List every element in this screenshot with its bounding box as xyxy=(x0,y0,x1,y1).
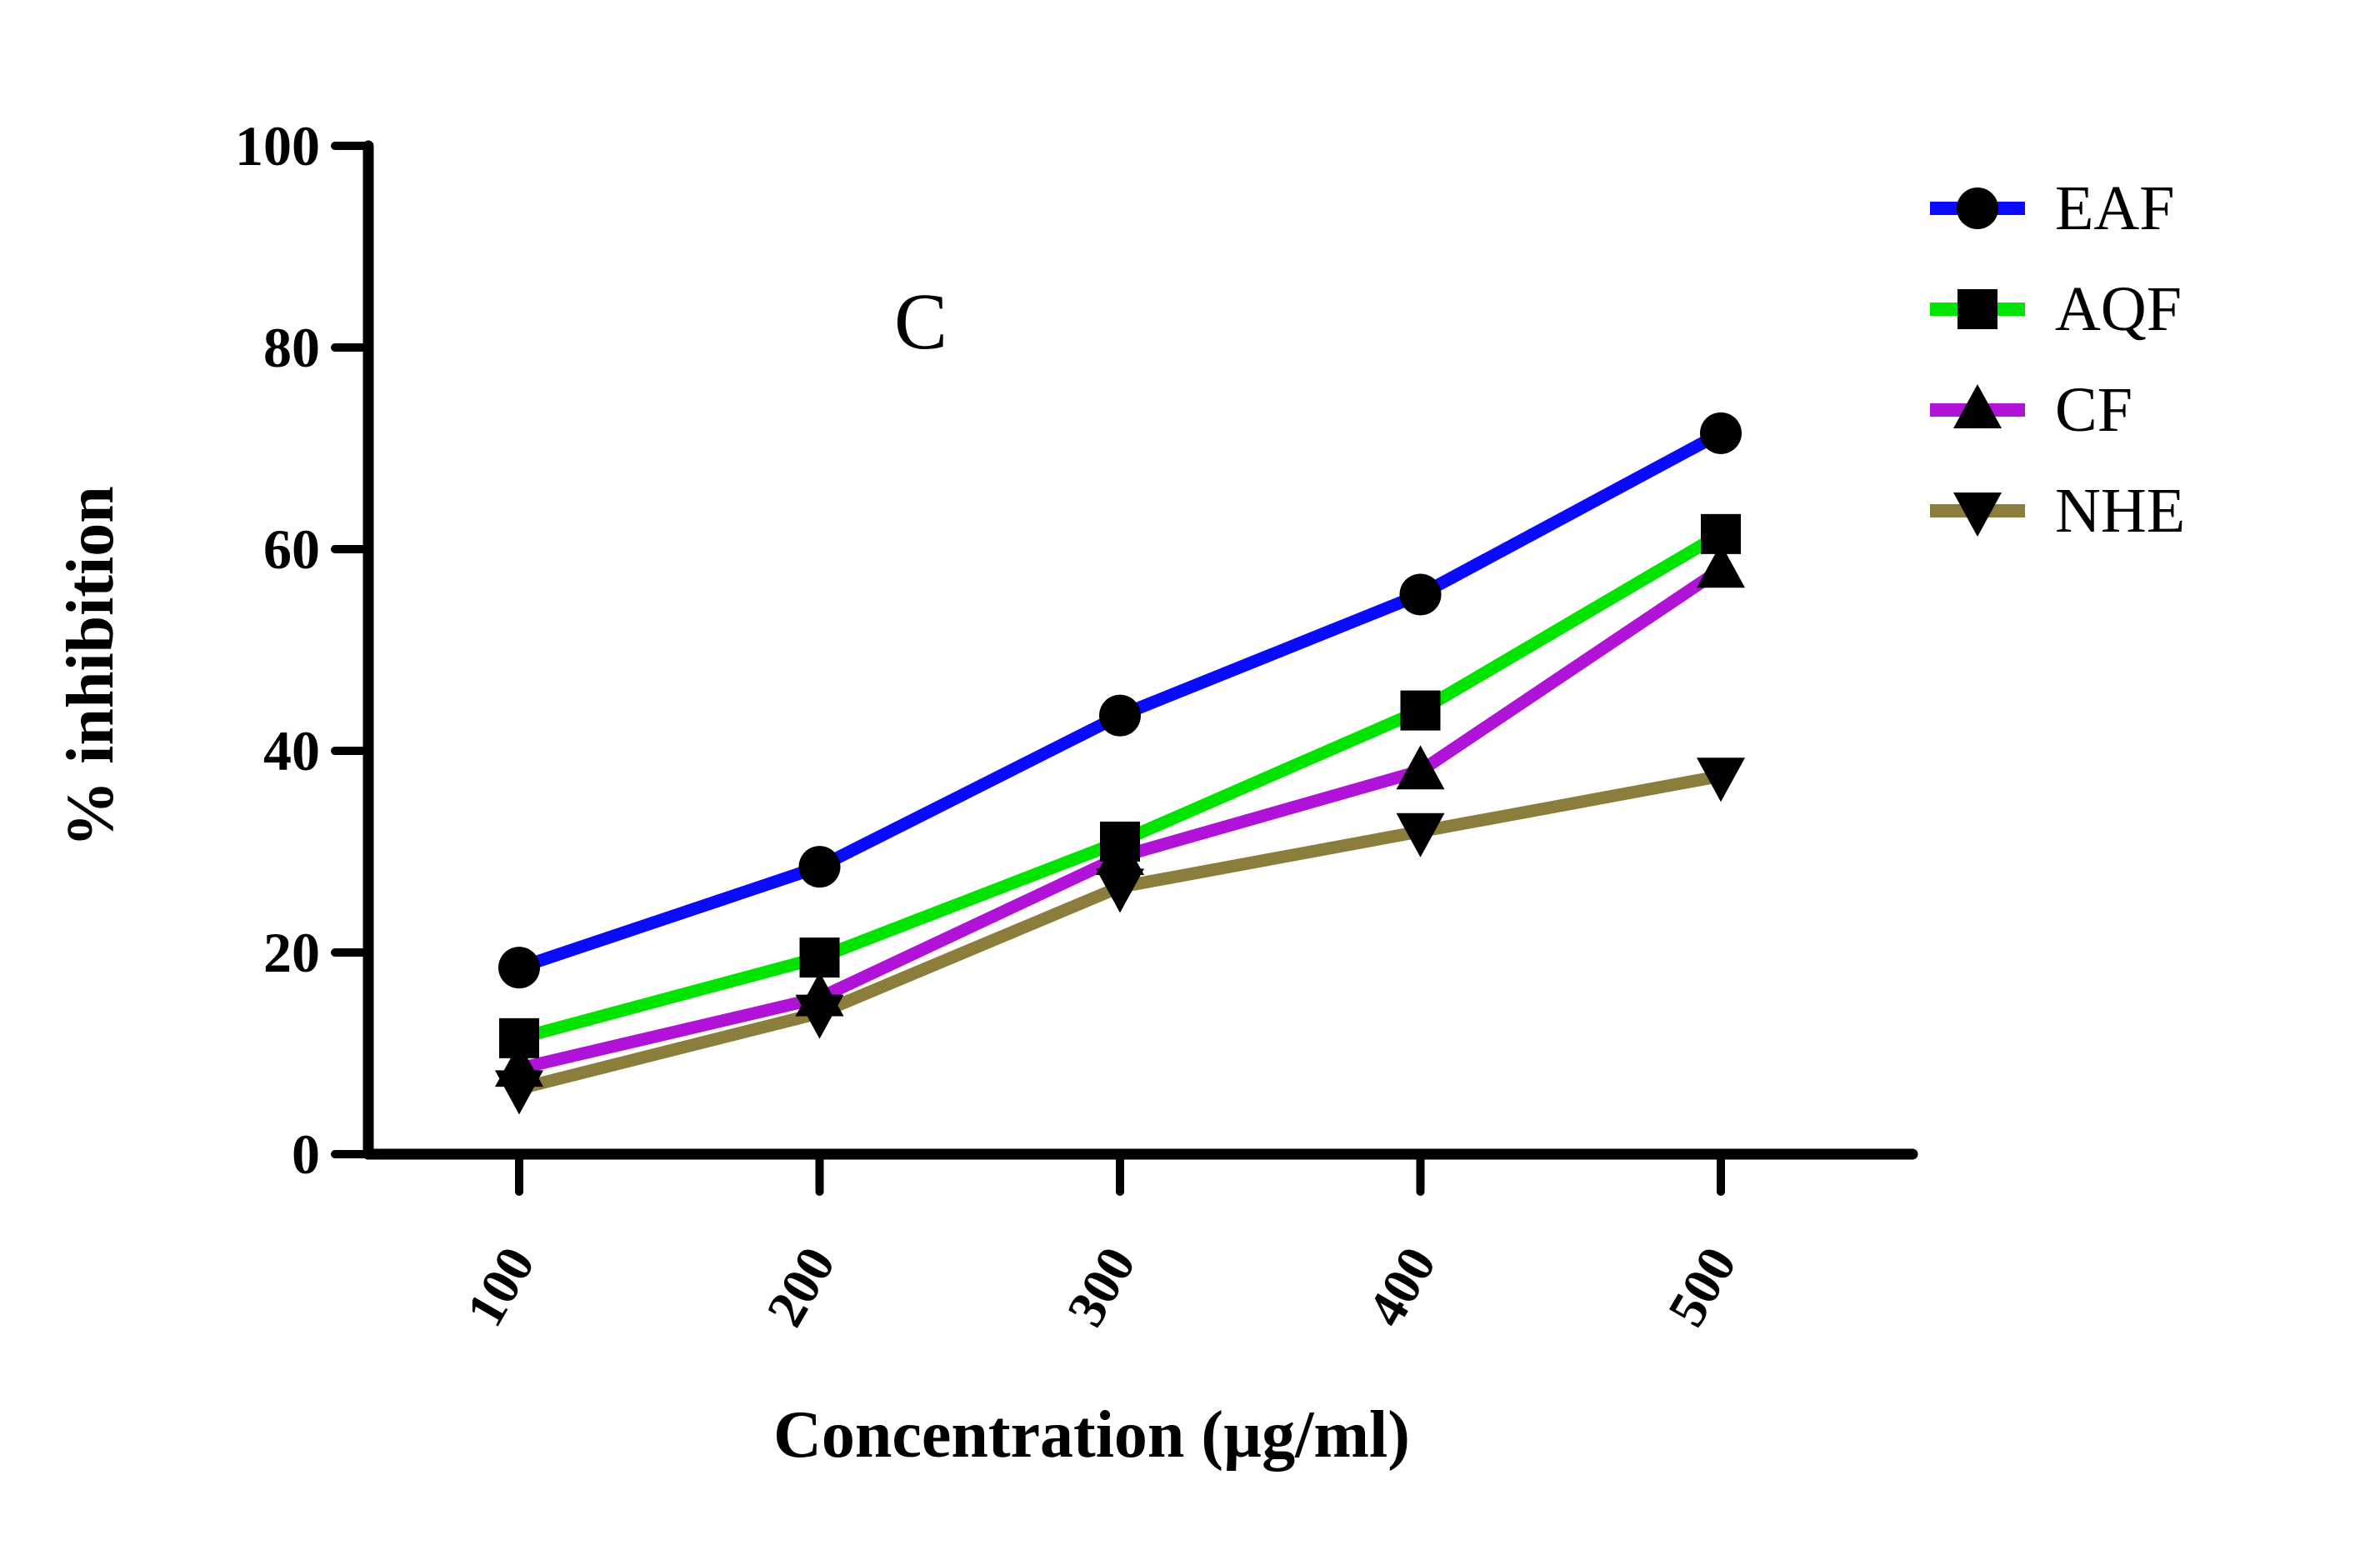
legend-group: EAF AQF CF NHE xyxy=(1930,173,2185,546)
y-tick-label: 40 xyxy=(263,719,320,782)
legend-marker-NHE xyxy=(1953,492,2002,537)
data-point-EAF-500 xyxy=(1700,412,1742,454)
y-tick-label: 80 xyxy=(263,316,320,379)
data-point-AQF-400 xyxy=(1400,690,1441,731)
data-point-EAF-400 xyxy=(1399,573,1442,616)
x-tick-label: 500 xyxy=(1657,1238,1748,1337)
data-point-NHE-300 xyxy=(1096,868,1144,913)
data-point-NHE-200 xyxy=(795,994,844,1039)
legend-label-CF: CF xyxy=(2055,375,2132,445)
data-point-CF-400 xyxy=(1396,745,1445,790)
x-tick-label: 300 xyxy=(1056,1238,1147,1337)
axes-group: 0 20 40 60 80 100 100 200 300 400 500 xyxy=(235,114,1918,1337)
data-point-EAF-100 xyxy=(498,947,540,989)
data-point-NHE-400 xyxy=(1396,812,1445,858)
data-point-NHE-100 xyxy=(495,1070,543,1115)
data-point-NHE-500 xyxy=(1697,758,1745,802)
data-point-EAF-300 xyxy=(1099,694,1141,737)
legend-label-AQF: AQF xyxy=(2055,274,2182,344)
x-axis-title: Concentration (µg/ml) xyxy=(773,1398,1410,1472)
legend-marker-AQF xyxy=(1958,289,1998,329)
legend-label-EAF: EAF xyxy=(2055,173,2175,243)
x-tick-label: 400 xyxy=(1356,1238,1447,1337)
x-tick-label: 100 xyxy=(455,1238,546,1337)
x-tick-label: 200 xyxy=(755,1238,846,1337)
data-point-AQF-200 xyxy=(799,938,840,978)
legend-label-NHE: NHE xyxy=(2055,476,2185,546)
y-tick-label: 0 xyxy=(292,1122,320,1186)
data-point-EAF-200 xyxy=(798,846,841,888)
data-point-CF-300 xyxy=(1096,831,1144,876)
series-line-AQF xyxy=(512,528,1728,1045)
y-axis-title: % inhibition xyxy=(54,486,128,848)
y-tick-label: 100 xyxy=(235,114,320,178)
legend-marker-CF xyxy=(1953,384,2002,428)
panel-label: C xyxy=(894,277,948,366)
series-group xyxy=(495,412,1745,1115)
y-tick-label: 20 xyxy=(263,921,320,984)
legend-marker-EAF xyxy=(1957,188,1998,229)
y-tick-label: 60 xyxy=(263,518,320,581)
data-point-CF-500 xyxy=(1697,543,1745,588)
